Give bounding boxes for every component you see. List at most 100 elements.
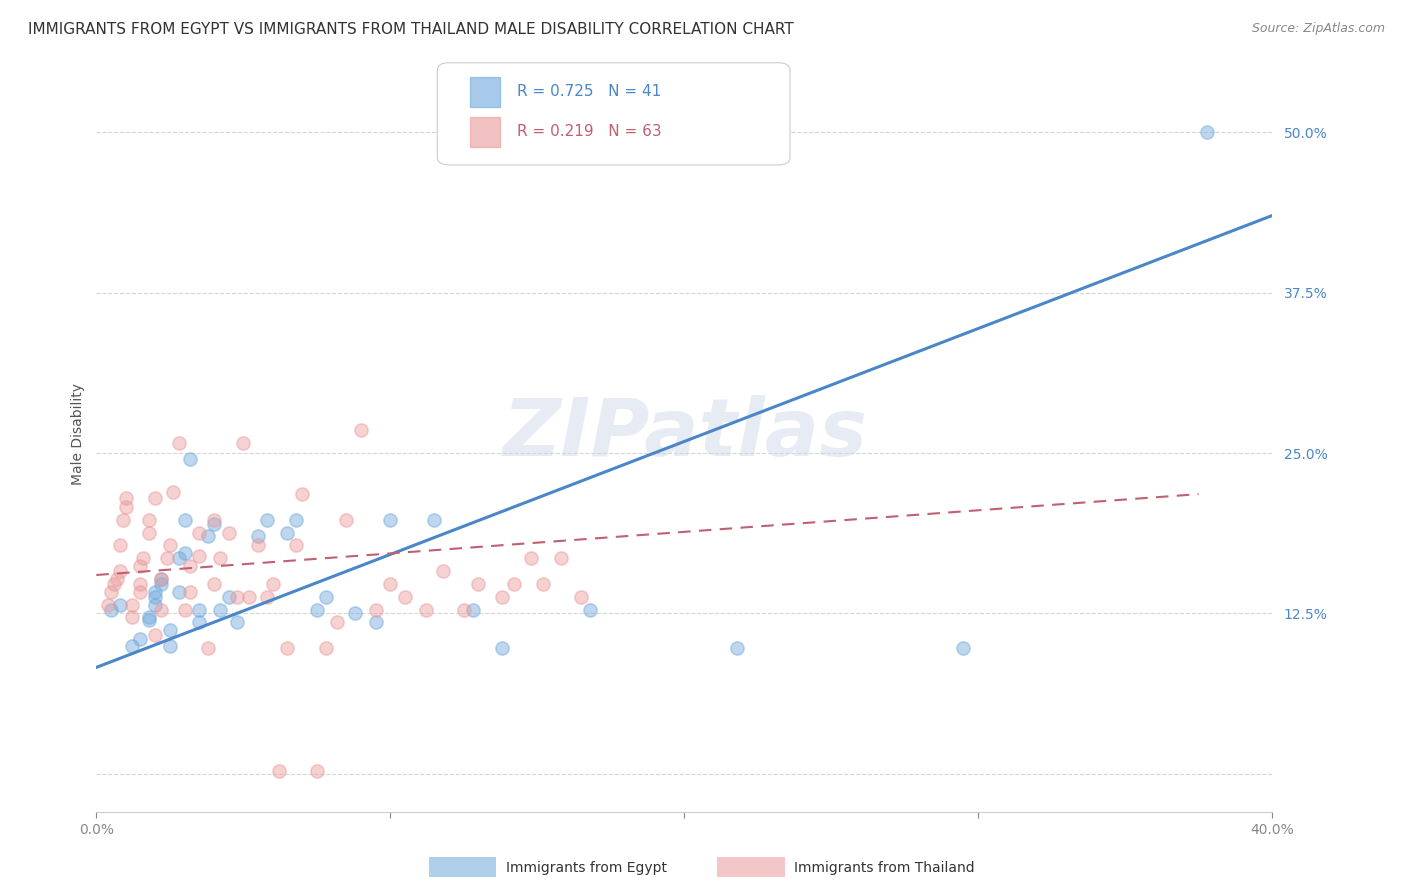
Point: [114, 491, 136, 505]
Text: Immigrants from Egypt: Immigrants from Egypt: [506, 861, 668, 875]
Point: [129, 632, 152, 647]
Point: [173, 602, 195, 616]
Point: [247, 529, 270, 543]
Point: [108, 564, 131, 578]
Point: [247, 539, 270, 553]
Point: [121, 610, 143, 624]
Text: Source: ZipAtlas.com: Source: ZipAtlas.com: [1251, 22, 1385, 36]
Point: [394, 590, 416, 604]
Point: [150, 602, 173, 616]
Point: [1197, 125, 1219, 139]
FancyBboxPatch shape: [437, 62, 790, 165]
Point: [569, 590, 592, 604]
Point: [129, 577, 152, 591]
Point: [262, 577, 284, 591]
Point: [208, 602, 231, 616]
Point: [491, 641, 513, 656]
Point: [143, 590, 166, 604]
Point: [138, 613, 160, 627]
Point: [150, 572, 173, 586]
Point: [232, 435, 254, 450]
Point: [100, 602, 122, 616]
Point: [143, 584, 166, 599]
Point: [335, 513, 357, 527]
Point: [173, 546, 195, 560]
Point: [129, 584, 152, 599]
Point: [256, 590, 278, 604]
Point: [467, 577, 489, 591]
Point: [100, 584, 122, 599]
Point: [226, 590, 249, 604]
Point: [150, 577, 173, 591]
Point: [256, 513, 278, 527]
Point: [315, 641, 337, 656]
Y-axis label: Male Disability: Male Disability: [72, 383, 86, 484]
Point: [326, 615, 349, 630]
Point: [520, 551, 543, 566]
Point: [491, 590, 513, 604]
Point: [197, 641, 219, 656]
Text: Immigrants from Thailand: Immigrants from Thailand: [794, 861, 974, 875]
Point: [143, 628, 166, 642]
Point: [138, 610, 160, 624]
Point: [343, 607, 366, 621]
Point: [179, 584, 201, 599]
FancyBboxPatch shape: [470, 117, 499, 147]
Point: [531, 577, 554, 591]
Point: [167, 551, 190, 566]
Point: [156, 551, 179, 566]
Point: [202, 516, 225, 531]
Point: [173, 513, 195, 527]
Point: [159, 639, 181, 653]
Point: [238, 590, 260, 604]
Point: [202, 513, 225, 527]
Point: [159, 539, 181, 553]
Point: [380, 513, 402, 527]
Point: [138, 513, 160, 527]
Point: [150, 572, 173, 586]
Point: [138, 525, 160, 540]
Point: [202, 577, 225, 591]
Point: [208, 551, 231, 566]
Text: ZIPatlas: ZIPatlas: [502, 395, 866, 473]
Point: [305, 602, 328, 616]
Point: [267, 764, 290, 779]
Point: [188, 602, 211, 616]
Point: [179, 452, 201, 467]
Point: [167, 584, 190, 599]
Point: [550, 551, 572, 566]
Point: [179, 559, 201, 574]
Text: R = 0.725   N = 41: R = 0.725 N = 41: [517, 84, 661, 99]
FancyBboxPatch shape: [470, 77, 499, 107]
Point: [97, 598, 120, 612]
Point: [121, 639, 143, 653]
Point: [315, 590, 337, 604]
Point: [350, 423, 373, 437]
Point: [415, 602, 437, 616]
Point: [197, 529, 219, 543]
Point: [291, 487, 314, 501]
Point: [579, 602, 602, 616]
Point: [276, 525, 298, 540]
Point: [143, 598, 166, 612]
Point: [725, 641, 748, 656]
Point: [105, 572, 128, 586]
Text: R = 0.219   N = 63: R = 0.219 N = 63: [517, 124, 662, 139]
Point: [114, 500, 136, 514]
Point: [159, 623, 181, 637]
Point: [121, 598, 143, 612]
Point: [188, 549, 211, 563]
Point: [188, 525, 211, 540]
Point: [285, 513, 308, 527]
Point: [380, 577, 402, 591]
Point: [305, 764, 328, 779]
Point: [108, 598, 131, 612]
Point: [952, 641, 974, 656]
Point: [162, 484, 184, 499]
Point: [103, 577, 125, 591]
Point: [129, 559, 152, 574]
Point: [188, 615, 211, 630]
Point: [364, 615, 387, 630]
Point: [453, 602, 475, 616]
Point: [132, 551, 155, 566]
